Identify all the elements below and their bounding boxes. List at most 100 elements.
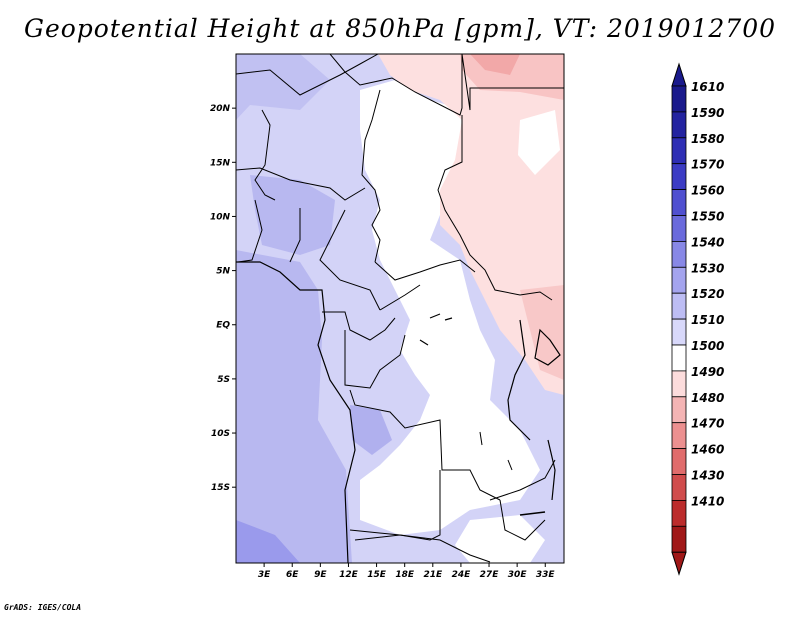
border-line <box>499 499 546 541</box>
lat-axis: 20N 15N 10N 5N EQ 5S 10S 15S <box>210 104 236 493</box>
colorbar-label: 1480 <box>691 391 724 405</box>
border-line <box>319 209 381 311</box>
colorbar-swatch <box>671 499 687 527</box>
map-frame <box>235 53 565 564</box>
coastline <box>236 261 356 563</box>
border-line <box>361 89 381 263</box>
colorbar-swatch <box>671 215 687 242</box>
colorbar-label: 1590 <box>691 106 724 120</box>
colorbar-label: 1520 <box>691 287 724 301</box>
colorbar-label: 1510 <box>691 313 724 327</box>
colorbar-bottom-arrow <box>671 551 687 576</box>
border-line <box>237 199 263 263</box>
colorbar-label: 1410 <box>691 494 724 508</box>
lat-tick-label: 15N <box>210 158 231 168</box>
colorbar-label: 1610 <box>691 80 724 94</box>
colorbar-swatch <box>671 448 687 475</box>
field-north-1480 <box>470 54 520 75</box>
lat-tick-label: 15S <box>211 483 230 493</box>
colorbar-label: 1430 <box>691 469 724 483</box>
colorbar-swatch <box>671 240 687 268</box>
field-northeast-1500 <box>378 54 564 395</box>
island-outline <box>479 431 513 471</box>
lon-tick-label: 27E <box>480 570 500 580</box>
colorbar-swatch <box>671 344 687 372</box>
lake-outline <box>547 439 556 501</box>
colorbar-label: 1530 <box>691 261 724 275</box>
lon-tick-label: 15E <box>367 570 387 580</box>
lat-tick-label: 10S <box>211 429 230 439</box>
border-line <box>349 389 501 501</box>
chart-title: Geopotential Height at 850hPa [gpm], VT:… <box>23 14 777 43</box>
lon-tick-label: 3E <box>258 570 271 580</box>
field-central-1510 <box>360 80 540 535</box>
border-line <box>489 459 556 501</box>
country-borders <box>236 54 564 563</box>
lon-tick-label: 12E <box>339 570 359 580</box>
colorbar-swatch <box>671 85 687 113</box>
lon-tick-label: 6E <box>286 570 299 580</box>
lat-tick-label: 5N <box>216 267 230 277</box>
field-angola-1540 <box>350 405 392 455</box>
field-westafrica-1540 <box>250 175 335 255</box>
lake-outline <box>534 328 561 366</box>
map-fill <box>236 54 564 563</box>
colorbar-swatch <box>671 137 687 165</box>
field-ocean-1540 <box>236 250 352 563</box>
lon-tick-label: 21E <box>423 570 443 580</box>
border-line <box>344 330 406 389</box>
colorbar-label: 1550 <box>691 210 724 224</box>
field-south-1510 <box>455 515 545 563</box>
lon-tick-label: 33E <box>536 570 556 580</box>
border-line <box>254 109 276 201</box>
colorbar-swatch <box>671 163 687 190</box>
border-line <box>374 259 476 281</box>
colorbar-swatch <box>671 292 687 320</box>
lake-outline <box>519 511 546 516</box>
colorbar-swatch <box>671 111 687 139</box>
border-line <box>437 115 553 301</box>
border-line <box>329 54 463 116</box>
colorbar-label: 1500 <box>691 339 724 353</box>
colorbar-swatch <box>671 318 687 346</box>
lon-tick-label: 18E <box>395 570 415 580</box>
border-line <box>236 167 366 201</box>
colorbar-label: 1540 <box>691 235 724 249</box>
lat-tick-label: EQ <box>216 321 230 331</box>
lon-tick-label: 24E <box>452 570 472 580</box>
colorbar-swatch <box>671 396 687 424</box>
lake-outline <box>507 319 531 441</box>
lat-tick-label: 10N <box>210 212 231 222</box>
border-line <box>354 534 491 563</box>
colorbar-swatch <box>671 370 687 398</box>
island-outline <box>419 313 453 346</box>
border-line <box>289 208 301 263</box>
colorbar-label: 1470 <box>691 417 724 431</box>
colorbar-swatch <box>671 189 687 216</box>
lat-tick-label: 5S <box>217 375 230 385</box>
colorbar-label: 1460 <box>691 443 724 457</box>
colorbar-label: 1580 <box>691 132 724 146</box>
border-line <box>379 284 421 311</box>
border-line <box>322 311 396 341</box>
border-line <box>236 54 379 96</box>
colorbar-swatch <box>671 266 687 294</box>
colorbar-label: 1570 <box>691 158 724 172</box>
colorbar-swatch <box>671 474 687 501</box>
colorbar-top-arrow <box>671 62 687 87</box>
border-line <box>349 470 441 541</box>
lon-axis: 3E 6E 9E 12E 15E 18E 21E 24E 27E 30E 33E <box>258 563 556 580</box>
colorbar-swatch <box>671 422 687 450</box>
colorbar-label: 1560 <box>691 184 724 198</box>
footer-credit: GrADS: IGES/COLA <box>4 603 82 612</box>
border-line <box>461 54 564 111</box>
colorbar-swatch <box>671 525 687 553</box>
field-nw-1540 <box>236 54 330 120</box>
field-patch-1510 <box>518 110 560 175</box>
lat-tick-label: 20N <box>210 104 231 114</box>
colorbar-label: 1490 <box>691 365 724 379</box>
lon-tick-label: 30E <box>508 570 528 580</box>
colorbar: 1610 1590 1580 1570 1560 1550 1540 1530 1520 1510… <box>671 62 724 576</box>
field-sw-1550 <box>236 520 300 563</box>
